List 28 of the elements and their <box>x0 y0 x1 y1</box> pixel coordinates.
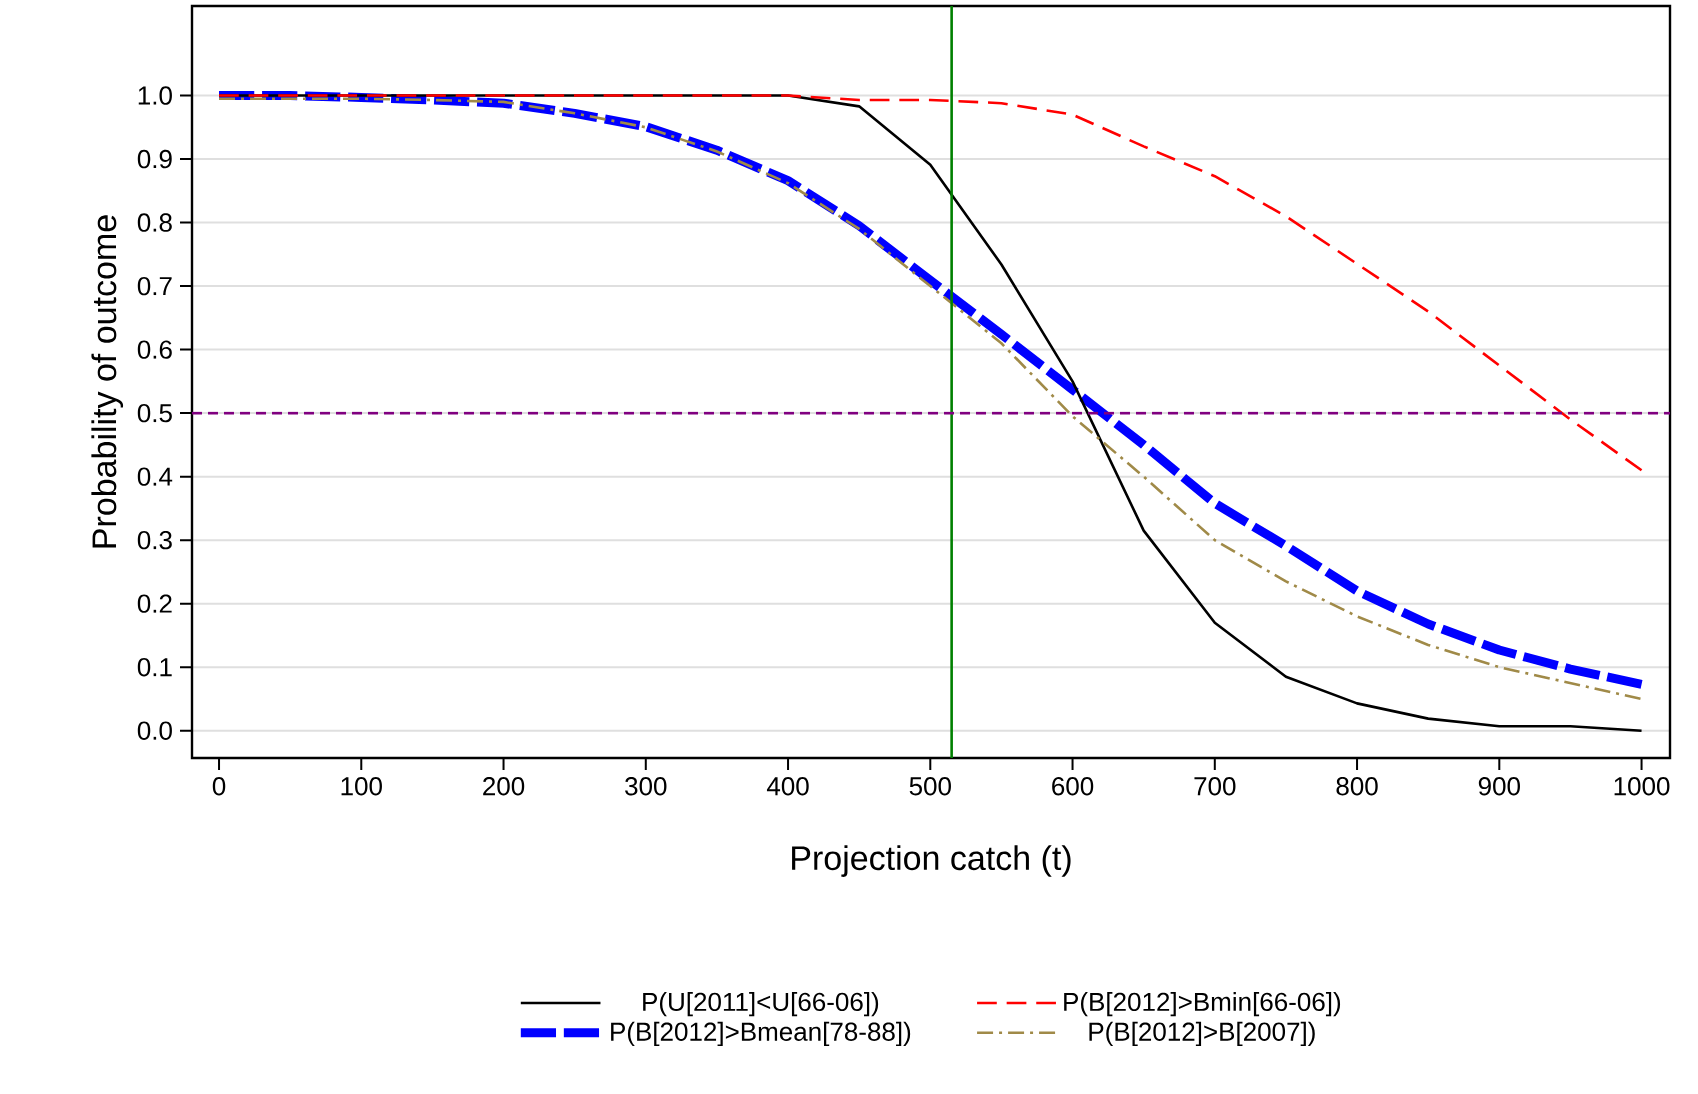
x-tick-label: 800 <box>1336 777 1378 796</box>
x-tick-label: 600 <box>1052 777 1094 796</box>
x-axis-title: Projection catch (t) <box>792 845 1071 877</box>
legend-label: P(U[2011]<U[66-06]) <box>643 991 879 1017</box>
x-tick-label: 100 <box>341 777 382 796</box>
y-tick-label: 0.4 <box>137 467 173 486</box>
y-tick-label: 0.0 <box>137 721 172 740</box>
y-tick-label: 0.6 <box>137 340 172 359</box>
y-tick-label: 0.7 <box>137 276 172 296</box>
x-tick-label: 500 <box>909 777 951 796</box>
legend-label: P(B[2012]>Bmean[78-88]) <box>611 1021 911 1047</box>
x-tick-label: 700 <box>1194 777 1236 796</box>
y-tick-label: 0.2 <box>137 594 172 613</box>
y-tick-label: 0.5 <box>137 403 172 423</box>
x-tick-label: 0 <box>212 777 226 796</box>
x-tick-label: 300 <box>625 777 667 796</box>
legend-label: P(B[2012]>Bmin[66-06]) <box>1064 991 1341 1017</box>
y-axis-title: Probability of outcome <box>91 215 124 548</box>
y-tick-label: 0.9 <box>137 149 172 169</box>
x-tick-label: 900 <box>1478 777 1520 796</box>
legend-label: P(B[2012]>B[2007]) <box>1089 1021 1315 1047</box>
y-tick-label: 0.8 <box>137 213 172 232</box>
y-tick-label: 0.1 <box>137 657 172 677</box>
x-tick-label: 1000 <box>1614 777 1670 796</box>
x-tick-label: 400 <box>766 777 809 796</box>
y-tick-label: 1.0 <box>138 86 172 105</box>
x-tick-label: 200 <box>483 777 525 796</box>
y-tick-label: 0.3 <box>137 530 172 550</box>
